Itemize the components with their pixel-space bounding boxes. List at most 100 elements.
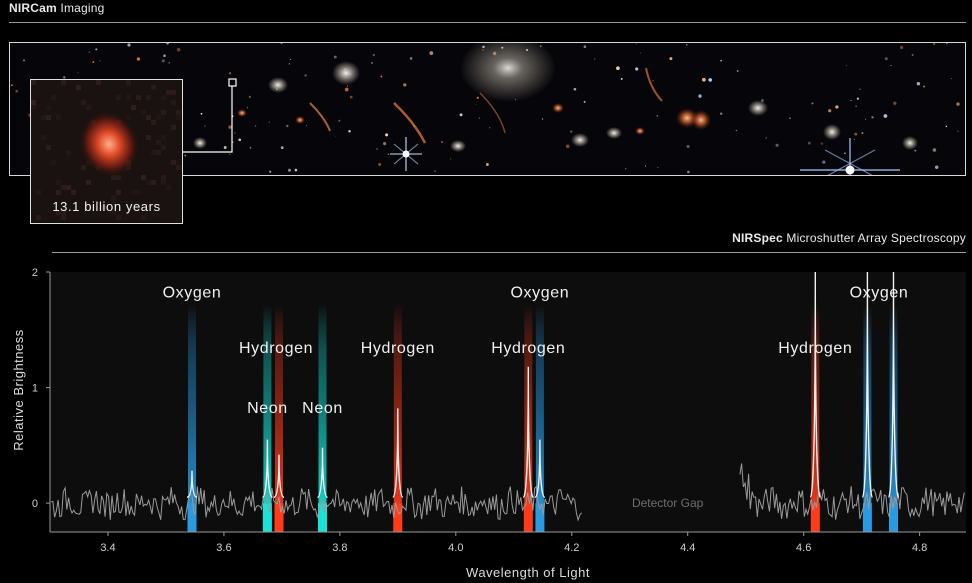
- star: [429, 51, 434, 55]
- star: [434, 170, 436, 172]
- spectroscopy-divider: [52, 252, 966, 253]
- red-galaxy: [295, 116, 305, 124]
- spectroscopy-header-instrument: NIRSpec: [732, 231, 783, 245]
- star: [163, 54, 166, 57]
- element-label-hydrogen: Hydrogen: [778, 340, 852, 357]
- star: [280, 43, 283, 45]
- star: [136, 57, 141, 61]
- star: [501, 46, 504, 49]
- cluster-galaxy: [902, 136, 918, 150]
- noise-pixel: [81, 165, 86, 170]
- galaxy-inset: 13.1 billion years: [30, 79, 183, 224]
- star: [288, 63, 290, 65]
- oxygen-base: [535, 503, 545, 532]
- y-tick-label: 1: [32, 383, 38, 395]
- star: [932, 148, 937, 152]
- star: [698, 94, 702, 98]
- imaging-divider: [9, 22, 966, 23]
- star: [184, 154, 187, 157]
- star: [570, 130, 573, 133]
- noise-pixel: [41, 115, 46, 120]
- noise-pixel: [176, 110, 181, 115]
- star: [933, 43, 936, 46]
- star: [276, 88, 278, 90]
- noise-pixel: [161, 175, 166, 180]
- star: [846, 65, 848, 66]
- noise-pixel: [161, 180, 166, 185]
- star: [403, 83, 407, 87]
- star: [88, 51, 90, 53]
- noise-pixel: [126, 95, 131, 100]
- star: [287, 168, 292, 172]
- star: [625, 168, 627, 170]
- noise-pixel: [111, 210, 116, 215]
- hydrogen-column: [275, 304, 283, 504]
- noise-pixel: [176, 165, 181, 170]
- noise-pixel: [36, 190, 41, 195]
- star: [861, 132, 864, 134]
- star: [234, 132, 236, 134]
- neon-base: [262, 503, 272, 532]
- oxygen-column: [863, 304, 872, 504]
- star: [859, 88, 861, 90]
- galaxy-age-label: 13.1 billion years: [52, 199, 161, 214]
- noise-pixel: [116, 190, 121, 195]
- hydrogen-column: [393, 304, 402, 504]
- noise-pixel: [136, 205, 141, 210]
- star: [820, 142, 824, 145]
- hydrogen-peak: [522, 366, 534, 498]
- neon-peak: [261, 439, 274, 498]
- star: [807, 141, 811, 145]
- noise-pixel: [61, 215, 66, 220]
- noise-pixel: [51, 95, 56, 100]
- noise-pixel: [46, 145, 51, 150]
- red-galaxy: [691, 110, 711, 130]
- cluster-galaxy: [450, 140, 466, 152]
- lensed-arc: [645, 67, 663, 102]
- hydrogen-column: [811, 304, 820, 504]
- star: [514, 98, 516, 101]
- neon-base: [318, 503, 327, 532]
- x-tick-label: 3.4: [100, 542, 115, 554]
- star: [635, 67, 639, 71]
- star: [702, 77, 706, 82]
- emission-line-bases: [187, 503, 898, 532]
- noise-pixel: [66, 185, 71, 190]
- noise-pixel: [36, 215, 41, 220]
- noise-pixel: [56, 190, 61, 195]
- noise-pixel: [56, 210, 61, 215]
- noise-pixel: [146, 115, 151, 120]
- star: [229, 72, 232, 75]
- star: [387, 153, 390, 155]
- noise-pixel: [111, 200, 116, 205]
- noise-pixel: [171, 125, 176, 130]
- noise-pixel: [126, 115, 131, 120]
- emission-peaks: [186, 271, 900, 498]
- star: [657, 166, 659, 169]
- x-axis-label: Wavelength of Light: [466, 565, 590, 580]
- star: [249, 146, 252, 149]
- inset-pixel-noise: [31, 80, 181, 220]
- element-label-oxygen: Oxygen: [163, 284, 222, 301]
- star: [935, 165, 939, 169]
- noise-pixel: [81, 100, 86, 105]
- star: [95, 48, 98, 51]
- noise-pixel: [46, 105, 51, 110]
- star: [957, 130, 959, 132]
- star: [246, 107, 248, 109]
- noise-pixel: [116, 95, 121, 100]
- neon-peak: [317, 447, 328, 498]
- star: [620, 77, 623, 80]
- noise-pixel: [146, 95, 151, 100]
- star: [376, 148, 378, 150]
- star: [489, 127, 491, 129]
- oxygen-base: [187, 503, 197, 532]
- element-labels: Oxygen Hydrogen Hydrogen Neon Neon Oxygen Hydr…: [163, 284, 908, 417]
- star: [478, 117, 480, 119]
- distant-galaxy: [78, 110, 140, 178]
- noise-pixel: [156, 115, 161, 120]
- star: [789, 117, 791, 120]
- star: [828, 109, 832, 113]
- star: [268, 121, 270, 123]
- element-label-hydrogen: Hydrogen: [361, 340, 435, 357]
